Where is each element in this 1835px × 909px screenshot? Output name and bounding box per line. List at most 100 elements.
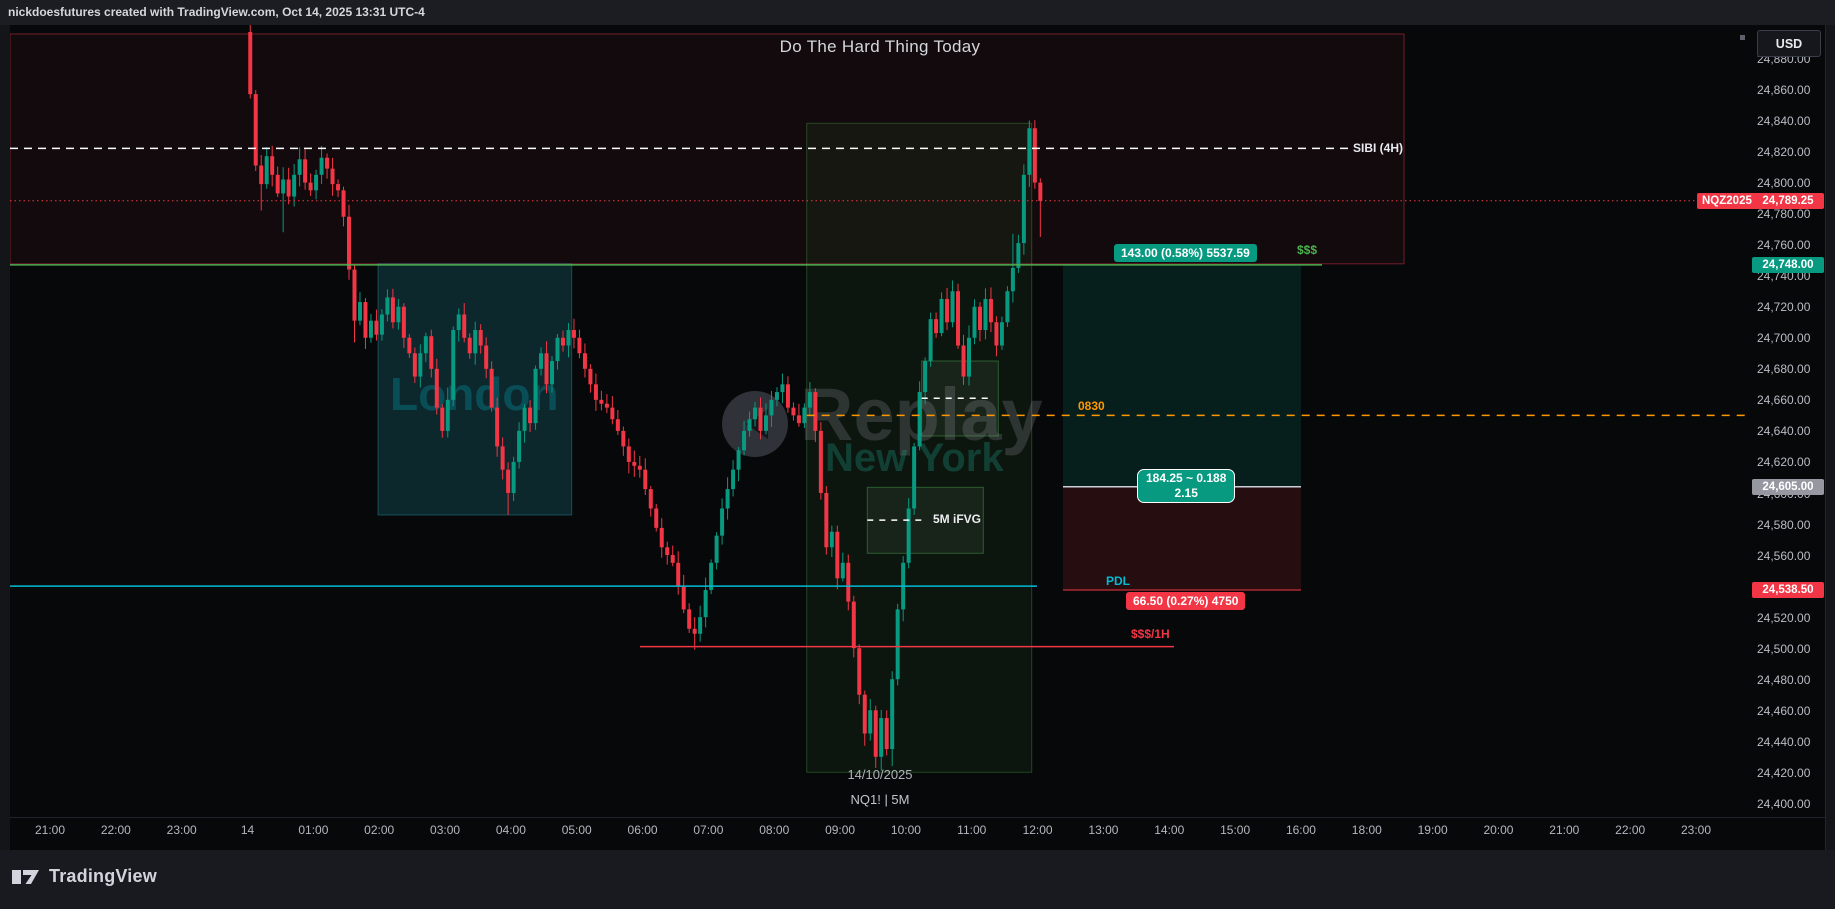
price-tick-label: 24,460.00 xyxy=(1757,703,1811,718)
chart-title: Do The Hard Thing Today xyxy=(779,37,981,56)
candle xyxy=(423,336,428,354)
candle xyxy=(840,562,845,579)
candle xyxy=(456,314,461,331)
candle xyxy=(1010,267,1015,292)
candle xyxy=(511,461,516,493)
candle xyxy=(303,159,308,183)
candle xyxy=(604,403,609,408)
candle xyxy=(593,384,598,400)
price-tick-label: 24,500.00 xyxy=(1757,641,1811,656)
pdl-label[interactable]: PDL xyxy=(1106,574,1130,588)
price-tick-label: 24,680.00 xyxy=(1757,362,1811,377)
candle xyxy=(665,547,670,556)
last-price-tag: 24,789.25 xyxy=(1752,192,1824,209)
entry-price-tag: 24,605.00 xyxy=(1752,478,1824,495)
candle xyxy=(560,337,565,346)
price-tick-label: 24,760.00 xyxy=(1757,238,1811,253)
candle xyxy=(615,419,620,431)
candle xyxy=(325,157,330,169)
candle xyxy=(988,298,993,323)
price-tick-label: 24,800.00 xyxy=(1757,176,1811,191)
candle xyxy=(780,384,785,393)
risk-reward-line2: 2.15 xyxy=(1174,486,1198,500)
candle xyxy=(906,508,911,563)
price-tick-label: 24,720.00 xyxy=(1757,300,1811,315)
candle xyxy=(928,319,933,362)
candle xyxy=(467,337,472,354)
time-tick-label: 11:00 xyxy=(957,823,987,837)
candle xyxy=(945,298,950,323)
time-tick-label: 22:00 xyxy=(100,823,131,837)
candle xyxy=(412,353,417,377)
currency-usd-button[interactable]: USD xyxy=(1757,30,1821,57)
candle xyxy=(401,306,406,338)
sibi-4h-label[interactable]: SIBI (4H) xyxy=(1353,141,1404,155)
candle xyxy=(374,320,379,335)
stop-stats-badge[interactable]: 66.50 (0.27%) 4750 xyxy=(1126,592,1246,610)
candle xyxy=(473,330,478,354)
candle xyxy=(368,320,373,338)
open-0830-label[interactable]: 0830 xyxy=(1078,399,1105,413)
candle xyxy=(292,174,297,197)
plot-background xyxy=(10,25,1825,850)
time-tick-label: 08:00 xyxy=(759,823,790,837)
premium-zone-box[interactable] xyxy=(10,33,1405,265)
time-axis-separator xyxy=(10,817,1825,818)
time-tick-label: 09:00 xyxy=(825,823,856,837)
candle xyxy=(731,469,736,490)
tradingview-logo[interactable]: TradingView xyxy=(12,866,157,887)
candle xyxy=(341,190,346,217)
candle xyxy=(621,430,626,447)
candle xyxy=(1027,128,1032,175)
candle xyxy=(330,168,335,185)
dollars-label[interactable]: $$$ xyxy=(1297,243,1318,257)
session-date-label: 14/10/2025 xyxy=(847,767,913,782)
candle xyxy=(758,407,763,431)
candle xyxy=(264,156,269,185)
stop-price-tag: 24,538.50 xyxy=(1752,581,1824,598)
price-tick-label: 24,820.00 xyxy=(1757,145,1811,160)
candle xyxy=(314,174,319,191)
candle xyxy=(379,314,384,335)
time-tick-label: 05:00 xyxy=(561,823,592,837)
time-tick-label: 14:00 xyxy=(1154,823,1185,837)
chart-plot-region[interactable]: Replay New York London Do The Hard Thing T… xyxy=(0,25,1835,850)
time-tick-label: 21:00 xyxy=(1549,823,1580,837)
price-tick-label: 24,480.00 xyxy=(1757,672,1811,687)
time-tick-label: 03:00 xyxy=(430,823,461,837)
time-tick-label: 14 xyxy=(240,823,255,837)
candle xyxy=(950,291,955,323)
candle xyxy=(934,319,939,334)
time-tick-label: 06:00 xyxy=(627,823,658,837)
dollars-1h-label[interactable]: $$$/1H xyxy=(1131,627,1170,641)
time-tick-label: 18:00 xyxy=(1351,823,1382,837)
candle xyxy=(725,489,730,509)
time-tick-label: 02:00 xyxy=(364,823,395,837)
position-stop-box[interactable] xyxy=(1063,487,1301,591)
position-target-box[interactable] xyxy=(1063,264,1301,487)
candle xyxy=(555,337,560,362)
price-tick-label: 24,400.00 xyxy=(1757,796,1811,811)
ifvg-5m-label[interactable]: 5M iFVG xyxy=(933,512,982,526)
price-tick-label: 24,420.00 xyxy=(1757,765,1811,780)
candle xyxy=(445,399,450,431)
bottom-toolbar: TradingView xyxy=(0,850,1835,909)
ifvg-5m-box[interactable] xyxy=(866,486,984,554)
candle xyxy=(813,392,818,431)
candle xyxy=(418,353,423,377)
london-session-box[interactable] xyxy=(377,263,573,516)
candle xyxy=(654,508,659,528)
price-tick-label: 24,780.00 xyxy=(1757,207,1811,222)
target-stats-badge[interactable]: 143.00 (0.58%) 5537.59 xyxy=(1114,244,1257,262)
symbol-price-tag: NQZ2025 xyxy=(1697,192,1757,209)
risk-reward-badge[interactable]: 184.25 ~ 0.188 2.15 xyxy=(1137,469,1236,503)
candle xyxy=(862,694,867,734)
risk-reward-line1: 184.25 ~ 0.188 xyxy=(1146,471,1227,485)
candle xyxy=(286,179,291,197)
candle xyxy=(709,562,714,590)
candle xyxy=(390,297,395,323)
candle xyxy=(879,718,884,757)
candle xyxy=(648,489,653,509)
candle xyxy=(297,159,302,175)
